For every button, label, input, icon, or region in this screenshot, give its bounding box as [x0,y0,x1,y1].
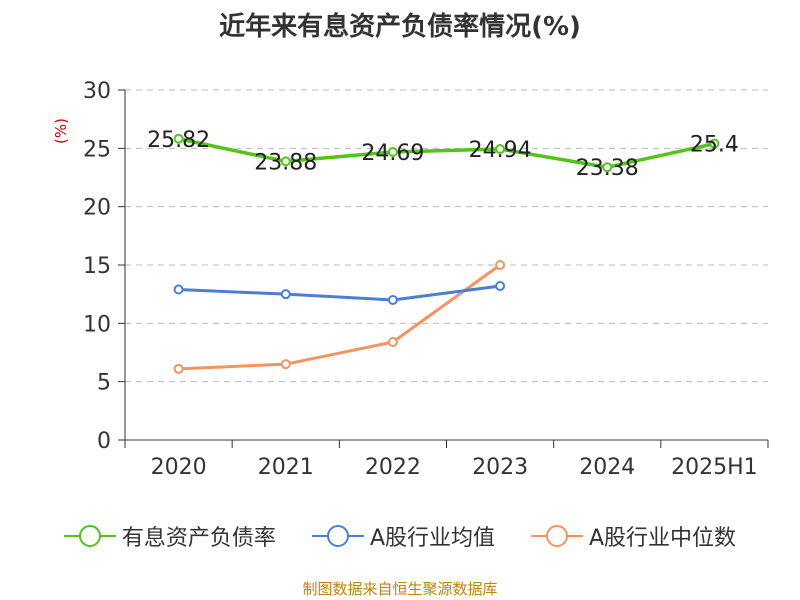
legend-item[interactable]: A股行业中位数 [531,520,736,552]
data-label: 25.4 [690,133,739,158]
data-point [387,337,398,347]
data-point [173,284,184,295]
y-tick-label: 15 [83,254,111,279]
x-tick-label: 2023 [472,455,528,480]
data-point [173,363,184,374]
data-label: 23.88 [254,150,317,175]
data-label: 23.38 [576,156,639,181]
series-line [178,137,715,169]
series-line [178,284,501,302]
legend: 有息资产负债率 A股行业均值 A股行业中位数 [0,520,800,552]
series-line [178,263,501,371]
data-point [495,144,506,155]
data-label: 25.82 [147,128,210,153]
data-point [602,162,613,173]
legend-item[interactable]: A股行业均值 [311,520,495,552]
legend-item[interactable]: 有息资产负债率 [63,520,276,552]
chart-title: 近年来有息资产负债率情况(%) [219,12,581,42]
x-tick-label: 2020 [151,455,207,480]
x-tick-label: 2021 [258,455,314,480]
data-label: 24.94 [469,138,532,163]
y-tick-label: 20 [83,196,111,221]
data-point [387,295,398,305]
y-tick-label: 5 [97,371,111,396]
y-tick-label: 10 [83,312,111,337]
legend-label: 有息资产负债率 [121,526,276,551]
data-point [173,133,184,144]
data-point [709,138,720,149]
data-point [495,260,506,270]
data-point [387,146,398,157]
data-point [280,359,291,370]
y-tick-label: 30 [83,79,111,104]
x-tick-label: 2024 [579,455,635,480]
legend-marker-icon [63,525,116,547]
data-point [280,289,291,300]
legend-label: A股行业均值 [369,526,495,551]
x-tick-label: 2025H1 [671,455,758,480]
source-note: 制图数据来自恒生聚源数据库 [302,580,498,598]
legend-marker-icon [531,525,583,547]
data-point [495,281,506,291]
data-point [280,156,291,167]
legend-marker-icon [311,525,364,547]
data-label: 24.69 [361,141,424,166]
y-tick-label: 0 [97,429,111,454]
y-tick-label: 25 [83,137,111,162]
x-tick-label: 2022 [365,455,421,480]
legend-label: A股行业中位数 [589,526,737,551]
